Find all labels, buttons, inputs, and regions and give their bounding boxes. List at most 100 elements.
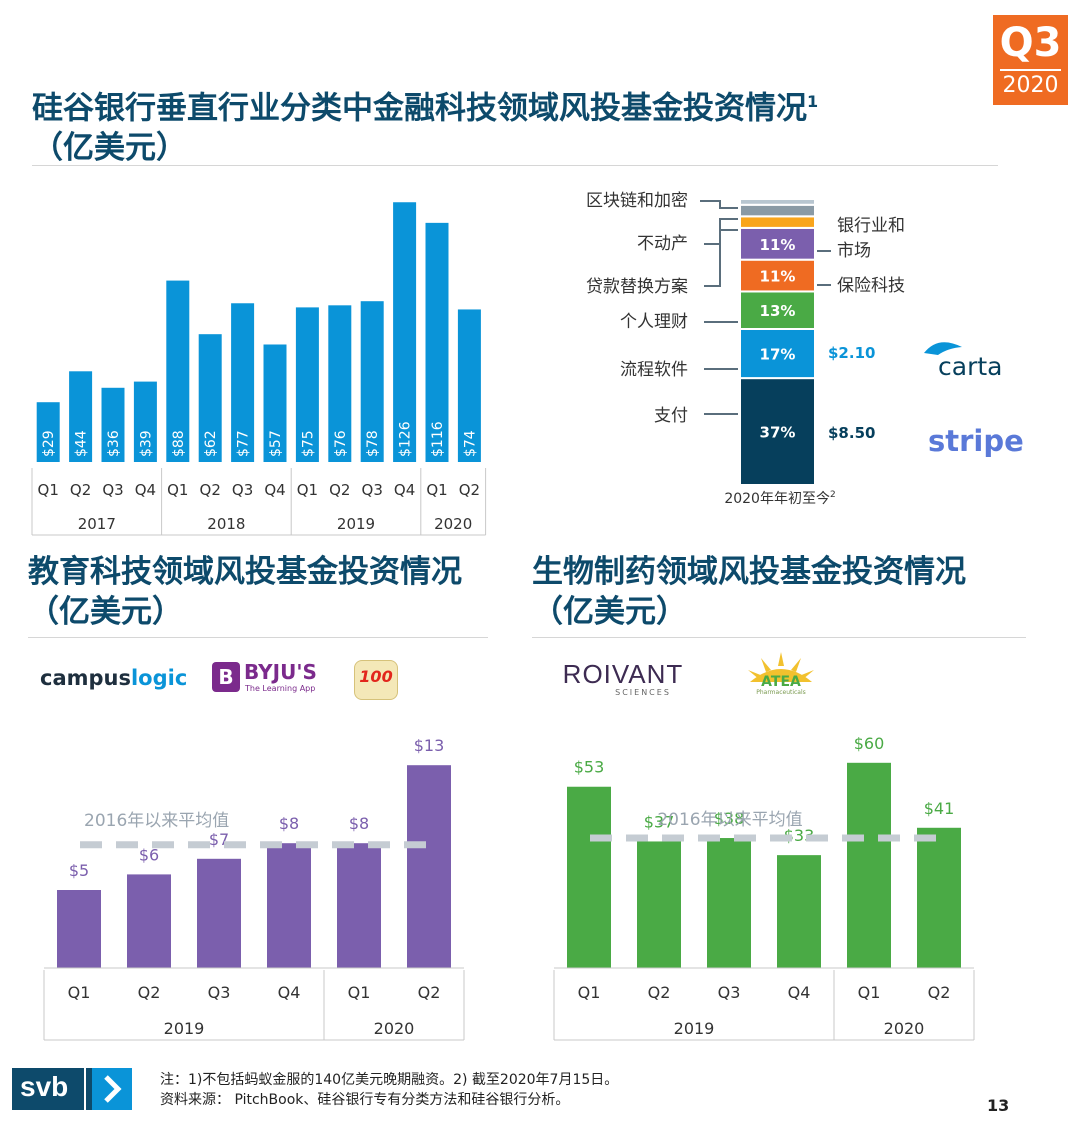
stack-xlabel-sup: 2 — [830, 490, 836, 500]
stack-label-insurtech: 保险科技 — [837, 276, 905, 296]
stack-segment — [739, 215, 816, 229]
fintech-bar-label: $44 — [74, 430, 90, 457]
fintech-tick-label: Q1 — [38, 481, 59, 499]
edtech-year-label: 2019 — [164, 1019, 205, 1038]
biopharma-tick-label: Q2 — [648, 983, 671, 1002]
stripe-logo: stripe — [928, 424, 1024, 458]
edtech-tick-label: Q2 — [138, 983, 161, 1002]
roivant-logo-sub: SCIENCES — [615, 688, 671, 697]
fintech-title-rule — [32, 165, 998, 166]
byjus-logo: B BYJU'S The Learning App — [212, 660, 327, 696]
fintech-tick-label: Q2 — [70, 481, 91, 499]
fintech-bar-label: $76 — [333, 430, 349, 457]
fintech-bar — [36, 402, 60, 462]
edtech-title-line1: 教育科技领域风投基金投资情况 — [28, 554, 462, 590]
biopharma-bar — [917, 827, 961, 968]
fintech-bar-label: $77 — [236, 430, 252, 457]
edtech-tick-label: Q4 — [278, 983, 301, 1002]
edtech-tick-label: Q1 — [348, 983, 371, 1002]
atea-logo: ATEA Pharmaceuticals — [748, 652, 814, 696]
stack-segment — [739, 258, 816, 293]
fintech-tick-label: Q1 — [297, 481, 318, 499]
svb-arrow-icon — [104, 1075, 122, 1103]
fintech-year-label: 2020 — [434, 515, 472, 533]
fintech-bar — [425, 222, 449, 462]
stack-segment — [739, 328, 816, 380]
fintech-bar-label: $88 — [171, 430, 187, 457]
stack-xlabel-text: 2020年年初至今 — [724, 490, 830, 507]
edtech-bar-label: $8 — [279, 814, 299, 833]
stack-segment-label: 11% — [760, 268, 796, 286]
fintech-bar-label: $74 — [462, 430, 478, 457]
fintech-bar — [295, 307, 319, 462]
svb-logo: svb — [12, 1068, 132, 1110]
fintech-tick-label: Q3 — [362, 481, 383, 499]
stack-segment — [739, 198, 816, 206]
biopharma-bar — [707, 838, 751, 968]
biopharma-average-label: 2016年以来平均值 — [657, 810, 802, 830]
fintech-subsector-chart: 37% 17% 13% 11% 11% 区块链和加密 不动产 贷款替换方案 个人理财 流… — [586, 191, 1024, 507]
campuslogic-logo: campuslogic — [40, 666, 187, 690]
byjus-b-icon: B — [212, 662, 240, 692]
biopharma-title-line2: （亿美元） — [532, 594, 687, 630]
biopharma-year-label: 2019 — [674, 1019, 715, 1038]
stack-label-process-software: 流程软件 — [620, 360, 688, 380]
edtech-bar — [407, 765, 451, 968]
fintech-bar — [393, 202, 417, 462]
page-number: 13 — [987, 1096, 1010, 1115]
biopharma-title-rule — [532, 637, 1026, 638]
biopharma-bar-label: $37 — [644, 812, 675, 831]
edtech-bar — [127, 874, 171, 968]
stripe-amount: $8.50 — [828, 424, 875, 442]
stack-xlabel: 2020年年初至今2 — [724, 490, 835, 507]
fintech-tick-label: Q1 — [167, 481, 188, 499]
stack-label-blockchain: 区块链和加密 — [586, 191, 688, 211]
app100-text: 100 — [359, 667, 393, 686]
fintech-bar — [198, 334, 222, 462]
campuslogic-logo-a: campus — [40, 666, 131, 690]
stack-segment — [739, 377, 816, 486]
footnotes: 注：1)不包括蚂蚁金服的140亿美元晚期融资。2) 截至2020年7月15日。 … — [160, 1070, 618, 1110]
edtech-bar — [57, 890, 101, 968]
fintech-bar — [263, 344, 287, 462]
biopharma-bar-label: $38 — [714, 809, 745, 828]
fintech-bar — [231, 303, 255, 462]
biopharma-bar-label: $41 — [924, 799, 955, 818]
biopharma-tick-label: Q4 — [788, 983, 811, 1002]
edtech-bar-label: $13 — [414, 736, 445, 755]
edtech-bar — [267, 843, 311, 968]
byjus-logo-text: BYJU'S — [244, 660, 317, 684]
roivant-logo-text: ROIVANT — [562, 659, 684, 689]
biopharma-title-line1: 生物制药领域风投基金投资情况 — [532, 554, 966, 590]
fintech-year-label: 2017 — [78, 515, 116, 533]
biopharma-bar-label: $60 — [854, 734, 885, 753]
quarter-badge: Q3 2020 — [993, 15, 1068, 105]
biopharma-bar — [567, 786, 611, 968]
biopharma-tick-label: Q1 — [578, 983, 601, 1002]
fintech-bar-label: $126 — [398, 421, 414, 457]
fintech-year-label: 2018 — [207, 515, 245, 533]
stack-label-real-estate: 不动产 — [637, 234, 688, 254]
stack-segment-label: 11% — [760, 236, 796, 254]
fintech-tick-label: Q2 — [459, 481, 480, 499]
biopharma-tick-label: Q2 — [928, 983, 951, 1002]
fintech-bar — [360, 301, 384, 462]
app100-icon: 100 — [354, 660, 398, 700]
fintech-tick-label: Q3 — [232, 481, 253, 499]
fintech-bar-label: $57 — [268, 430, 284, 457]
fintech-bar — [69, 371, 93, 462]
svb-chevron-icon — [92, 1068, 132, 1110]
biopharma-bar-label: $53 — [574, 758, 605, 777]
edtech-year-label: 2020 — [374, 1019, 415, 1038]
edtech-title: 教育科技领域风投基金投资情况 （亿美元） — [28, 552, 462, 632]
edtech-bar-label: $5 — [69, 861, 89, 880]
edtech-tick-label: Q2 — [418, 983, 441, 1002]
fintech-tick-label: Q4 — [135, 481, 156, 499]
stack-segment-label: 37% — [760, 424, 796, 442]
fintech-title-sup: 1 — [807, 92, 819, 111]
biopharma-bar — [637, 841, 681, 968]
edtech-average-label: 2016年以来平均值 — [84, 811, 229, 831]
biopharma-year-label: 2020 — [884, 1019, 925, 1038]
carta-amount: $2.10 — [828, 344, 875, 362]
